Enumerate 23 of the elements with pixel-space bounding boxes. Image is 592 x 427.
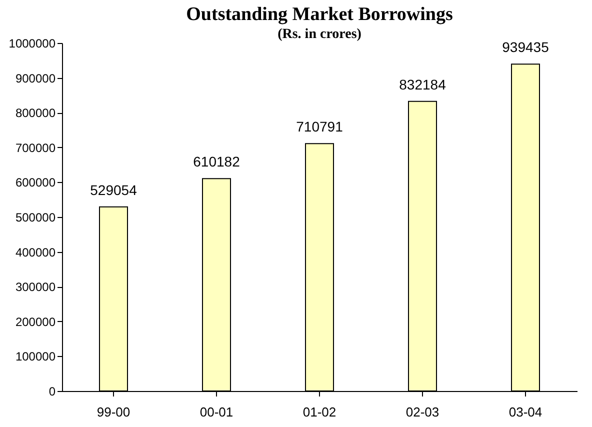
- data-label: 610182: [193, 154, 240, 170]
- y-tick-label: 900000: [15, 71, 56, 86]
- y-tick-label: 600000: [15, 176, 56, 190]
- x-tick-label: 03-04: [508, 404, 542, 420]
- y-tick-label: 200000: [15, 314, 56, 329]
- data-label: 710791: [296, 118, 344, 135]
- data-label: 529054: [90, 182, 138, 198]
- y-tick-label: 1000000: [8, 36, 56, 50]
- y-tick-label: 700000: [15, 140, 56, 155]
- y-tick-label: 100000: [15, 350, 56, 364]
- chart-title: Outstanding Market Borrowings: [186, 4, 453, 25]
- x-tick-label: 02-03: [406, 404, 440, 420]
- x-tick-label: 01-02: [302, 404, 336, 420]
- x-tick-label: 99-00: [96, 404, 130, 420]
- x-tick-label: 00-01: [200, 404, 234, 420]
- y-tick-label: 500000: [15, 210, 56, 224]
- y-tick-label: 0: [48, 384, 56, 398]
- y-tick-label: 300000: [15, 280, 56, 294]
- data-label: 939435: [502, 39, 550, 56]
- y-tick-label: 400000: [15, 245, 56, 260]
- data-label: 832184: [399, 76, 446, 92]
- y-tick-label: 800000: [15, 106, 56, 120]
- chart-subtitle: (Rs. in crores): [278, 27, 362, 42]
